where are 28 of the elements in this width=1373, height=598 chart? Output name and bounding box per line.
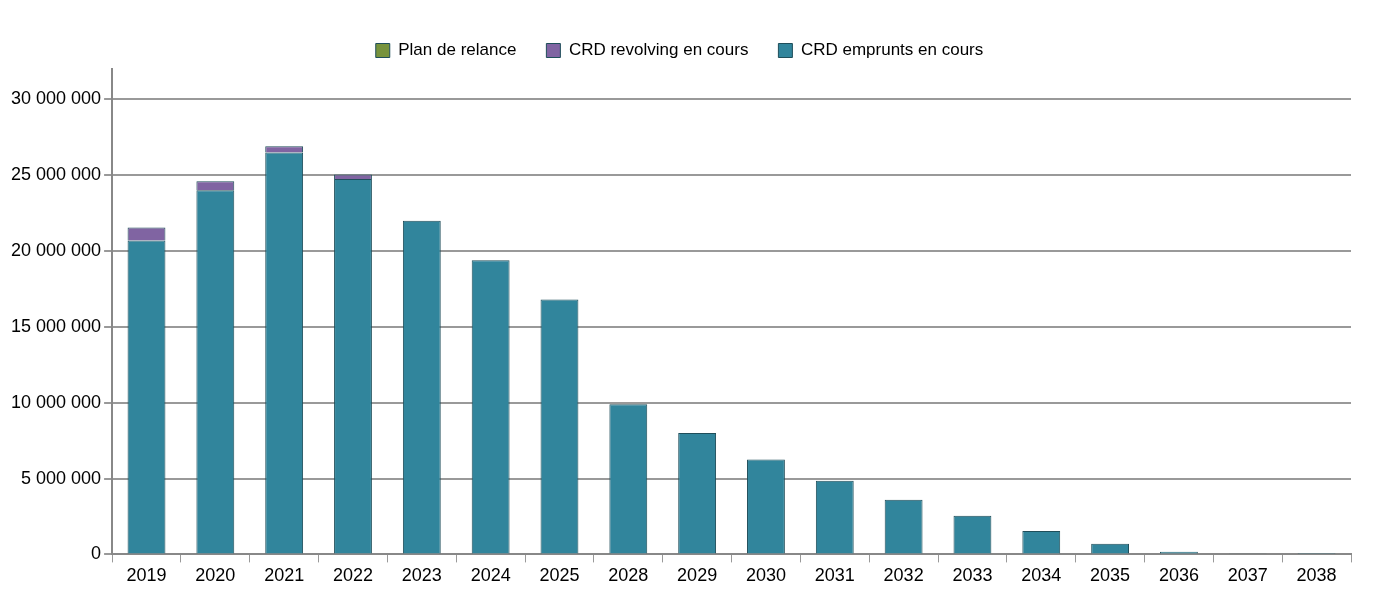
x-tick-label: 2036 [1158,565,1199,586]
y-tick-label: 25 000 000 [10,164,102,185]
x-tick-label: 2030 [745,565,786,586]
y-tick-label: 0 [91,543,102,564]
x-tick-label: 2033 [952,565,993,586]
legend-label: Plan de relance [398,40,517,60]
x-tick-label: 2025 [539,565,580,586]
x-tick-label: 2032 [883,565,924,586]
x-tick-label: 2020 [195,565,236,586]
x-tick-label: 2031 [814,565,855,586]
y-tick-label: 15 000 000 [10,315,102,336]
x-tick-label: 2022 [332,565,374,586]
x-tick-label: 2034 [1021,565,1062,586]
x-tick-label: 2019 [126,565,167,586]
legend-label: CRD emprunts en cours [800,40,984,60]
y-tick-label: 30 000 000 [10,88,102,109]
x-tick-label: 2035 [1090,565,1131,586]
x-tick-label: 2038 [1296,565,1337,586]
y-tick-label: 10 000 000 [10,391,102,412]
x-tick-label: 2029 [677,565,718,586]
x-tick-label: 2037 [1227,565,1268,586]
x-tick-label: 2023 [401,565,442,586]
x-tick-label: 2024 [470,565,511,586]
x-tick-label: 2021 [264,565,305,586]
legend-label: CRD revolving en cours [568,40,749,60]
y-tick-label: 5 000 000 [21,467,102,488]
y-tick-label: 20 000 000 [10,239,102,260]
x-tick-label: 2028 [608,565,649,586]
